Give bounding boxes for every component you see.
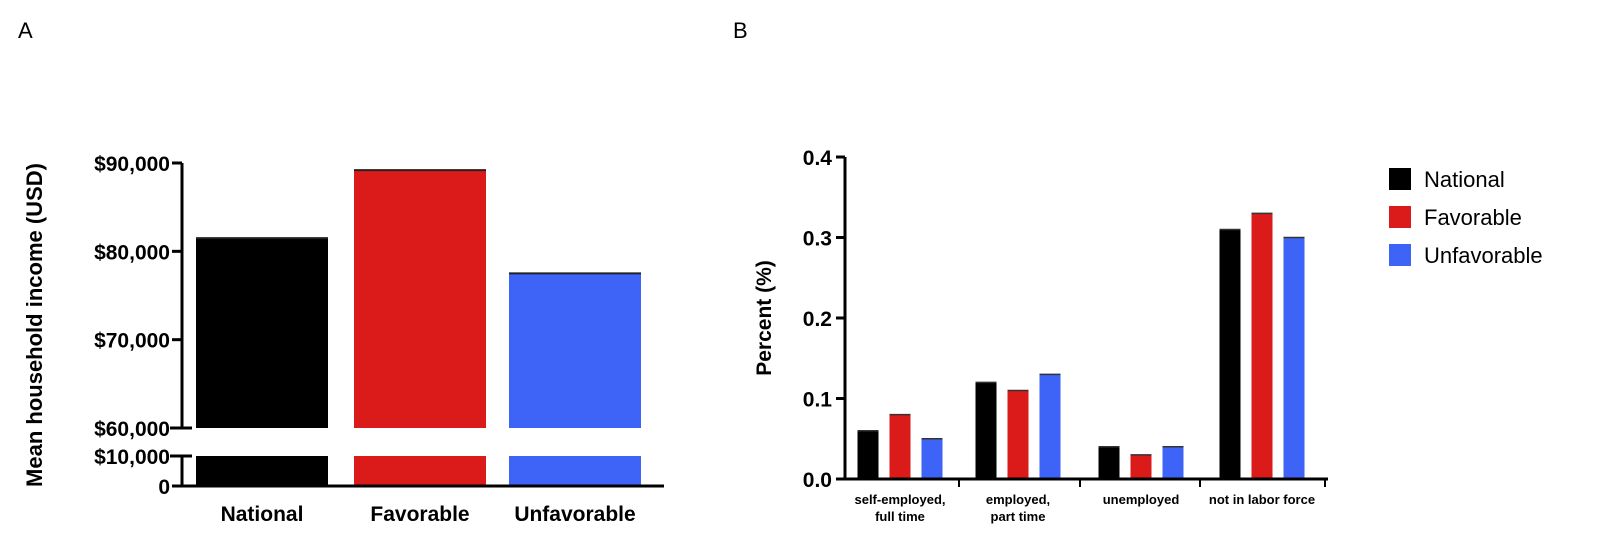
x-tick-label-self-employed-full-time: full time (875, 509, 925, 524)
x-tick-label-self-employed-full-time: self-employed, (854, 492, 945, 507)
bar-unfavorable-not-in-labor-force (1283, 237, 1305, 479)
y-axis-label: Percent (%) (753, 260, 776, 376)
bar-national-self-employed-full-time (857, 430, 879, 479)
y-tick-label: 0.3 (803, 228, 832, 251)
y-tick-label: 0.1 (803, 389, 833, 412)
y-tick-label: 0 (158, 476, 170, 499)
y-tick-label: $90,000 (94, 153, 170, 176)
bar-national-not-in-labor-force (1219, 229, 1241, 479)
bar-favorable-employed-part-time (1007, 390, 1029, 479)
x-tick-label-not-in-labor-force: not in labor force (1209, 492, 1315, 507)
x-tick-label-employed-part-time: employed, (986, 492, 1050, 507)
y-axis-label: Mean household income (USD) (22, 163, 47, 487)
bar-national-unemployed (1098, 446, 1120, 479)
y-tick-label: 0.0 (803, 469, 832, 492)
panel-a-letter: A (18, 18, 33, 43)
bar-upper-favorable (354, 170, 486, 429)
legend-swatch-unfavorable (1389, 244, 1411, 266)
bar-upper-unfavorable (509, 273, 641, 428)
bar-unfavorable-unemployed (1162, 446, 1184, 479)
y-tick-label: 0.4 (803, 147, 833, 170)
legend-swatch-favorable (1389, 206, 1411, 228)
y-tick-label: $10,000 (94, 446, 170, 469)
legend-label-favorable: Favorable (1424, 205, 1522, 230)
bar-lower-unfavorable (509, 456, 641, 486)
bar-lower-national (196, 456, 328, 486)
legend-label-national: National (1424, 167, 1505, 192)
bar-favorable-self-employed-full-time (889, 414, 911, 479)
bar-favorable-not-in-labor-force (1251, 213, 1273, 479)
bar-unfavorable-employed-part-time (1039, 374, 1061, 479)
bar-favorable-unemployed (1130, 454, 1152, 479)
y-tick-label: $80,000 (94, 241, 170, 264)
x-tick-label-employed-part-time: part time (991, 509, 1046, 524)
x-tick-label-national: National (221, 503, 304, 526)
x-tick-label-favorable: Favorable (370, 503, 469, 526)
x-tick-label-unemployed: unemployed (1103, 492, 1180, 507)
y-tick-label: $60,000 (94, 418, 170, 441)
bar-unfavorable-self-employed-full-time (921, 438, 943, 479)
income-bar-chart: National Favorable Unfavorable $60,000 $70,0… (22, 153, 664, 526)
x-tick-label-unfavorable: Unfavorable (514, 503, 635, 526)
panel-b-letter: B (733, 18, 748, 43)
bar-upper-national (196, 238, 328, 428)
legend-swatch-national (1389, 168, 1411, 190)
legend-label-unfavorable: Unfavorable (1424, 243, 1543, 268)
bar-national-employed-part-time (975, 382, 997, 479)
y-tick-label: 0.2 (803, 308, 832, 331)
bar-lower-favorable (354, 456, 486, 486)
y-tick-label: $70,000 (94, 330, 170, 353)
